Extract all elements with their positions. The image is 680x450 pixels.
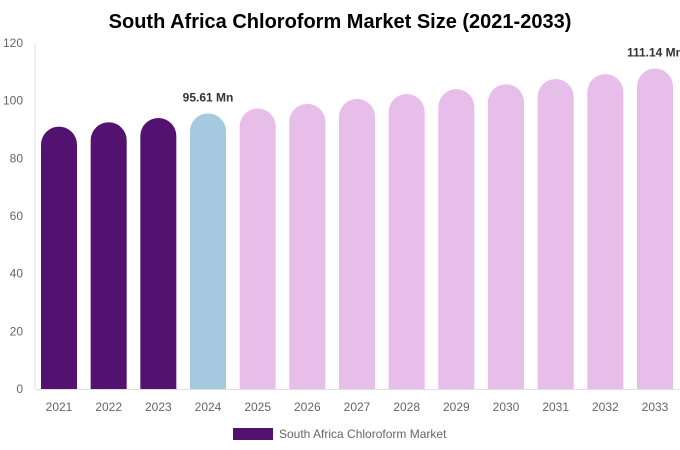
bar-2032[interactable] bbox=[587, 74, 624, 389]
data-label-2033: 111.14 Mn bbox=[627, 46, 680, 60]
y-tick-label: 20 bbox=[10, 324, 24, 338]
bars bbox=[41, 68, 673, 390]
bar-2024[interactable] bbox=[190, 113, 226, 390]
bar-2028[interactable] bbox=[388, 94, 425, 389]
legend-label: South Africa Chloroform Market bbox=[279, 427, 447, 441]
x-tick-label: 2025 bbox=[244, 400, 271, 414]
data-labels: 95.61 Mn 111.14 Mn bbox=[183, 46, 680, 105]
x-tick-label: 2027 bbox=[344, 400, 371, 414]
x-tick-label: 2028 bbox=[393, 400, 420, 414]
bar-2027[interactable] bbox=[339, 98, 375, 389]
x-tick-label: 2029 bbox=[443, 400, 470, 414]
legend[interactable]: South Africa Chloroform Market bbox=[233, 427, 447, 441]
x-tick-label: 2023 bbox=[145, 400, 172, 414]
data-label-2024: 95.61 Mn bbox=[183, 90, 234, 104]
y-tick-label: 0 bbox=[16, 382, 23, 396]
x-tick-label: 2026 bbox=[294, 400, 321, 414]
x-tick-label: 2033 bbox=[642, 400, 669, 414]
y-axis: 0 20 40 60 80 100 120 bbox=[3, 36, 23, 396]
bar-2023[interactable] bbox=[140, 117, 177, 389]
x-axis: 2021 2022 2023 2024 2025 2026 2027 2028 2029 2030… bbox=[46, 400, 669, 414]
x-tick-label: 2030 bbox=[493, 400, 520, 414]
bar-2030[interactable] bbox=[488, 84, 524, 389]
bar-2022[interactable] bbox=[90, 122, 127, 389]
y-tick-label: 100 bbox=[3, 94, 23, 108]
bar-2033[interactable] bbox=[637, 68, 673, 390]
bar-2031[interactable] bbox=[537, 79, 574, 390]
bar-2029[interactable] bbox=[438, 89, 475, 389]
legend-swatch bbox=[233, 428, 273, 440]
chart-title: South Africa Chloroform Market Size (202… bbox=[109, 11, 572, 33]
y-tick-label: 120 bbox=[3, 36, 23, 50]
bar-2021[interactable] bbox=[41, 126, 77, 390]
y-tick-label: 80 bbox=[10, 151, 24, 165]
x-tick-label: 2024 bbox=[195, 400, 222, 414]
x-tick-label: 2021 bbox=[46, 400, 73, 414]
x-tick-label: 2032 bbox=[592, 400, 619, 414]
x-tick-label: 2031 bbox=[542, 400, 569, 414]
y-tick-label: 40 bbox=[10, 267, 24, 281]
bar-2025[interactable] bbox=[239, 108, 276, 390]
bar-2026[interactable] bbox=[289, 103, 326, 390]
x-tick-label: 2022 bbox=[95, 400, 122, 414]
y-tick-label: 60 bbox=[10, 209, 24, 223]
